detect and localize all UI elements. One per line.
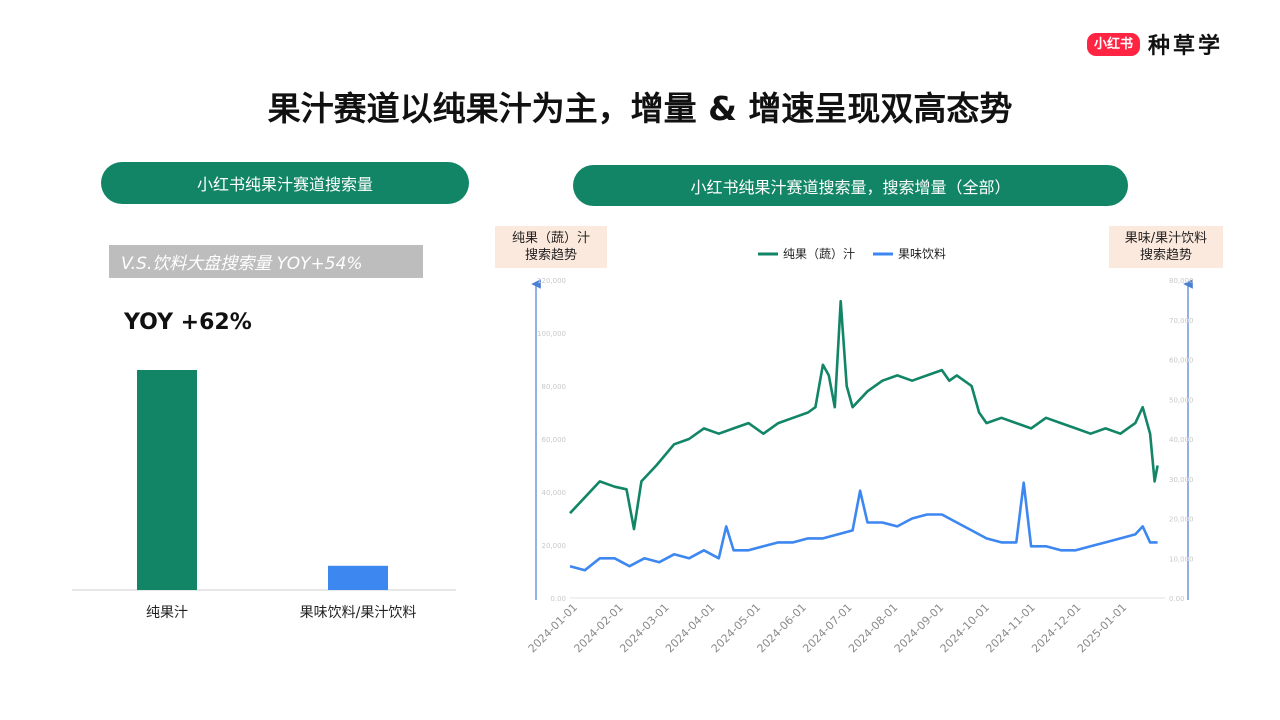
left-axis-label: 纯果（蔬）汁 搜索趋势 xyxy=(495,226,607,268)
right-axis-label: 果味/果汁饮料 搜索趋势 xyxy=(1109,226,1223,268)
legend-label: 纯果（蔬）汁 xyxy=(783,247,855,261)
left-chart-header: 小红书纯果汁赛道搜索量 xyxy=(101,162,469,204)
page-title: 果汁赛道以纯果汁为主，增量 & 增速呈现双高态势 xyxy=(267,89,1013,128)
series-line-fruit-drink xyxy=(569,481,1158,572)
right-tick-label: 0.00 xyxy=(1169,595,1185,603)
line-chart: 纯果（蔬）汁 果味饮料 0.00 20,000 40,000 60,000 80,000 1… xyxy=(526,247,1194,655)
left-axis-label-line2: 搜索趋势 xyxy=(524,248,577,263)
bar-fruit-drink xyxy=(328,565,388,590)
right-axis-label-line2: 搜索趋势 xyxy=(1139,248,1192,263)
right-tick-label: 70,000 xyxy=(1169,317,1194,325)
right-axis-label-line1: 果味/果汁饮料 xyxy=(1124,231,1208,246)
chart-axes: 0.00 20,000 40,000 60,000 80,000 100,000 120,0… xyxy=(531,277,1194,603)
left-tick-label: 60,000 xyxy=(542,436,567,444)
yoy-label: YOY +62% xyxy=(124,310,252,335)
left-tick-label: 20,000 xyxy=(542,542,567,550)
left-tick-label: 120,000 xyxy=(537,277,566,285)
bar-category-label: 果味饮料/果汁饮料 xyxy=(300,605,417,621)
chart-legend: 纯果（蔬）汁 果味饮料 xyxy=(758,247,946,261)
legend-label: 果味饮料 xyxy=(898,247,946,261)
x-axis-ticks: 2024-01-012024-02-012024-03-012024-04-01… xyxy=(526,601,1130,655)
brand-logo: 小红书 种草学 xyxy=(1087,28,1223,60)
yoy-banner: V.S.饮料大盘搜索量 YOY+54% xyxy=(109,245,423,278)
left-axis-label-line1: 纯果（蔬）汁 xyxy=(511,231,590,246)
left-tick-label: 0.00 xyxy=(550,595,566,603)
right-tick-label: 40,000 xyxy=(1169,436,1194,444)
right-tick-label: 20,000 xyxy=(1169,516,1194,524)
series-layer xyxy=(569,299,1159,572)
series-line-pure-juice xyxy=(569,299,1159,531)
left-tick-label: 80,000 xyxy=(542,383,567,391)
right-chart-header: 小红书纯果汁赛道搜索量，搜索增量（全部） xyxy=(573,165,1128,206)
logo-badge: 小红书 xyxy=(1087,32,1141,56)
x-tick-label: 2025-01-01 xyxy=(1075,601,1129,655)
right-tick-label: 10,000 xyxy=(1169,555,1194,563)
left-tick-label: 40,000 xyxy=(542,489,567,497)
bar-pure-juice xyxy=(137,370,197,590)
logo-text: 种草学 xyxy=(1148,34,1224,59)
bar-chart: 纯果汁 果味饮料/果汁饮料 xyxy=(72,370,456,621)
bar-category-label: 纯果汁 xyxy=(146,605,188,621)
left-tick-label: 100,000 xyxy=(537,330,566,338)
right-tick-label: 30,000 xyxy=(1169,476,1194,484)
right-tick-label: 60,000 xyxy=(1169,357,1194,365)
right-tick-label: 80,000 xyxy=(1169,277,1194,285)
right-tick-label: 50,000 xyxy=(1169,396,1194,404)
